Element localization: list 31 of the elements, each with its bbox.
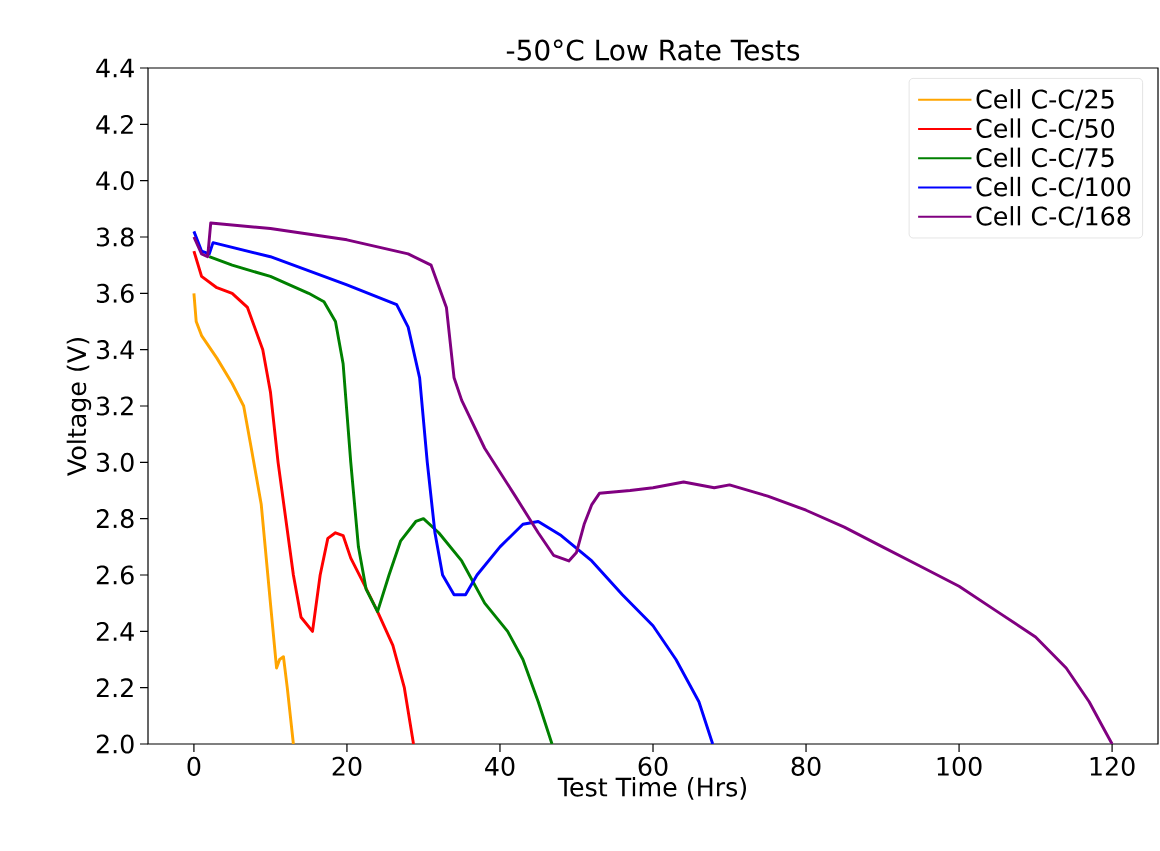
legend-label: Cell C-C/168 — [976, 206, 1131, 228]
x-tick-label: 60 — [638, 756, 668, 776]
x-tick-label: 20 — [332, 756, 362, 776]
legend-label: Cell C-C/100 — [976, 176, 1131, 199]
y-tick-label: 3.8 — [96, 227, 134, 247]
y-axis-title: Voltage (V) — [66, 338, 92, 476]
y-tick-label: 4.0 — [96, 171, 134, 191]
legend-label: Cell C-C/25 — [976, 89, 1114, 111]
y-tick-label: 3.6 — [96, 283, 134, 303]
line-series — [192, 229, 715, 745]
x-tick-label: 40 — [485, 756, 515, 776]
line-series — [192, 291, 295, 745]
y-tick-label: 2.2 — [96, 678, 133, 698]
x-tick-label: 100 — [937, 756, 982, 776]
x-tick-label: 120 — [1090, 756, 1135, 776]
y-tick-label: 3.0 — [96, 452, 134, 472]
legend-label: Cell C-C/50 — [976, 118, 1115, 140]
x-tick-label: 80 — [791, 756, 821, 776]
y-tick-label: 2.6 — [96, 565, 134, 585]
y-tick-label: 4.4 — [96, 58, 134, 78]
y-tick-label: 3.2 — [96, 396, 133, 416]
chart-title: -50°C Low Rate Tests — [506, 39, 800, 61]
y-tick-label: 2.0 — [96, 734, 134, 754]
x-axis-title: Test Time (Hrs) — [557, 777, 747, 800]
y-tick-label: 4.2 — [96, 114, 133, 134]
line-series — [207, 255, 554, 745]
y-tick-label: 2.4 — [96, 621, 134, 641]
x-tick-label: 0 — [187, 756, 201, 776]
y-tick-label: 3.4 — [96, 340, 134, 360]
y-tick-label: 2.8 — [96, 509, 134, 529]
legend-label: Cell C-C/75 — [976, 147, 1114, 170]
